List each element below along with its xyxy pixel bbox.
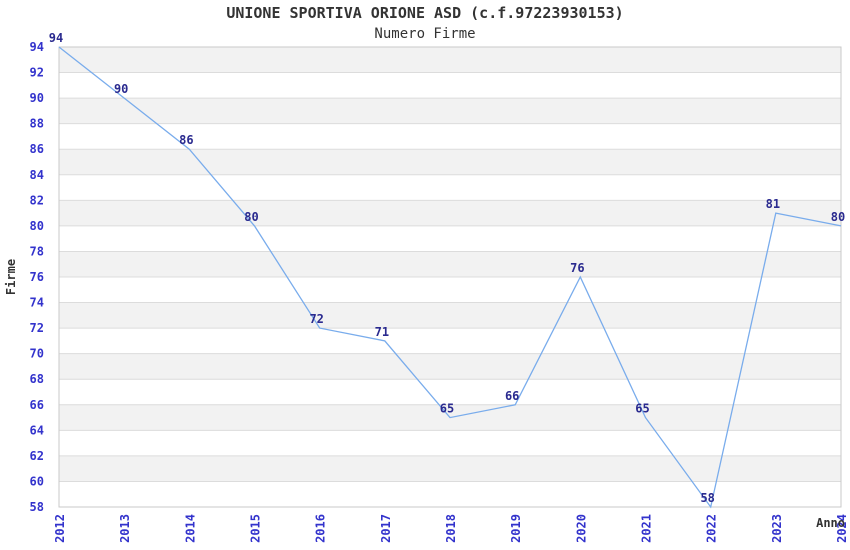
x-tick-label: 2019 — [509, 514, 523, 543]
plot-border — [58, 46, 842, 508]
plot-band — [59, 47, 841, 73]
data-point-label: 86 — [179, 133, 193, 147]
plot-band — [59, 149, 841, 175]
data-point-label: 72 — [309, 312, 323, 326]
x-tick-label: 2016 — [314, 514, 328, 543]
x-tick-label: 2013 — [118, 514, 132, 543]
data-point-label: 76 — [570, 261, 584, 275]
x-tick-label: 2024 — [835, 514, 849, 543]
data-point-label: 71 — [375, 325, 389, 339]
x-tick-label: 2012 — [53, 514, 67, 543]
y-tick-label: 72 — [30, 321, 44, 335]
y-tick-label: 70 — [30, 347, 44, 361]
x-tick-label: 2017 — [379, 514, 393, 543]
y-tick-label: 66 — [30, 398, 44, 412]
y-tick-label: 78 — [30, 244, 44, 258]
series-line — [58, 46, 842, 509]
data-point-label: 80 — [244, 210, 258, 224]
x-axis-title: Anno — [816, 516, 845, 530]
y-tick-label: 88 — [30, 117, 44, 131]
y-tick-label: 84 — [30, 168, 44, 182]
data-point-label: 81 — [766, 197, 780, 211]
y-tick-label: 64 — [30, 423, 44, 437]
data-point-label: 90 — [114, 82, 128, 96]
x-tick-label: 2022 — [705, 514, 719, 543]
y-tick-label: 76 — [30, 270, 44, 284]
data-point-label: 65 — [440, 402, 454, 416]
y-tick-label: 94 — [30, 40, 44, 54]
plot-band — [59, 353, 841, 380]
x-tick-label: 2018 — [444, 514, 458, 543]
x-tick-label: 2014 — [183, 514, 197, 543]
x-tick-label: 2023 — [770, 514, 784, 543]
data-point-label: 58 — [700, 491, 714, 505]
plot-band — [59, 200, 841, 226]
plot-band — [59, 98, 841, 124]
y-tick-label: 74 — [30, 296, 44, 310]
y-tick-label: 92 — [30, 66, 44, 80]
y-tick-label: 58 — [30, 500, 44, 514]
y-tick-label: 82 — [30, 193, 44, 207]
chart-subtitle: Numero Firme — [374, 26, 476, 42]
x-tick-label: 2021 — [640, 514, 654, 543]
y-tick-label: 62 — [30, 449, 44, 463]
y-tick-label: 60 — [30, 474, 44, 488]
y-tick-label: 86 — [30, 142, 44, 156]
plot-band — [59, 251, 841, 277]
data-point-label: 80 — [831, 210, 845, 224]
data-point-label: 65 — [635, 402, 649, 416]
y-tick-label: 68 — [30, 372, 44, 386]
data-point-label: 66 — [505, 389, 519, 403]
x-tick-label: 2020 — [574, 514, 588, 543]
x-tick-label: 2015 — [249, 514, 263, 543]
y-axis-title: Firme — [4, 259, 18, 295]
chart-title: UNIONE SPORTIVA ORIONE ASD (c.f.97223930… — [226, 4, 624, 22]
y-tick-label: 90 — [30, 91, 44, 105]
plot-band — [59, 455, 841, 482]
plot-band — [59, 302, 841, 329]
y-tick-label: 80 — [30, 219, 44, 233]
data-point-label: 94 — [49, 31, 63, 45]
